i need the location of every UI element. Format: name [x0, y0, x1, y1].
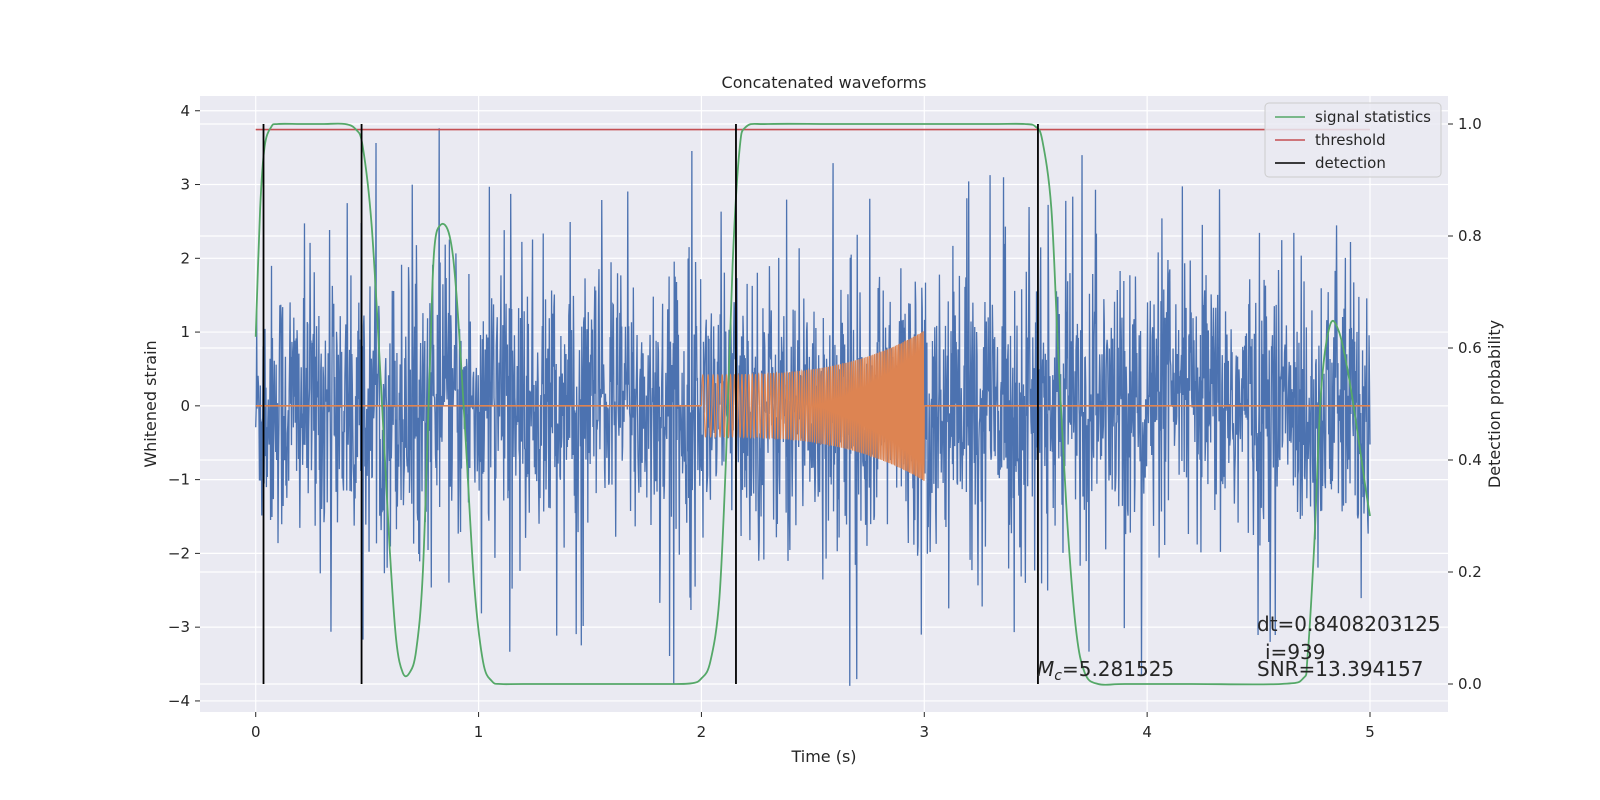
legend: signal statistics threshold detection — [1264, 102, 1442, 178]
series-chirp-signal — [700, 331, 925, 481]
y-tick-label: 4 — [180, 102, 190, 120]
y-tick-label: −4 — [168, 692, 190, 710]
y-tick-label: 0 — [180, 397, 190, 415]
legend-box — [1264, 102, 1442, 178]
x-tick-label: 2 — [697, 723, 707, 741]
y-axis-right: 0.0 0.2 0.4 0.6 0.8 1.0 — [1448, 115, 1482, 693]
annotation-snr: SNR=13.394157 — [1257, 657, 1423, 681]
y2-tick-label: 0.2 — [1458, 563, 1482, 581]
y-axis-label: Whitened strain — [141, 340, 160, 467]
y-axis-left: −4 −3 −2 −1 0 1 2 3 4 — [168, 102, 200, 710]
legend-label-detection: detection — [1315, 154, 1386, 172]
x-tick-label: 1 — [474, 723, 484, 741]
chart-title: Concatenated waveforms — [722, 73, 927, 92]
y-tick-label: −1 — [168, 471, 190, 489]
y-tick-label: 2 — [180, 249, 190, 267]
y-tick-label: 1 — [180, 323, 190, 341]
y2-axis-label: Detection probability — [1485, 320, 1504, 488]
x-tick-label: 3 — [920, 723, 930, 741]
legend-label-signal-statistics: signal statistics — [1315, 108, 1431, 126]
x-tick-label: 0 — [251, 723, 261, 741]
x-tick-label: 5 — [1365, 723, 1375, 741]
annotation-index: i=939 — [1265, 640, 1326, 664]
y2-tick-label: 0.0 — [1458, 675, 1482, 693]
annotation-dt: dt=0.8408203125 — [1257, 612, 1441, 636]
legend-label-threshold: threshold — [1315, 131, 1386, 149]
x-tick-label: 4 — [1142, 723, 1152, 741]
y2-tick-label: 0.6 — [1458, 339, 1482, 357]
series-layer — [254, 122, 1371, 686]
y2-tick-label: 1.0 — [1458, 115, 1482, 133]
x-axis: 0 1 2 3 4 5 — [251, 712, 1375, 741]
y-tick-label: −3 — [168, 618, 190, 636]
y2-tick-label: 0.4 — [1458, 451, 1482, 469]
y-tick-label: 3 — [180, 176, 190, 194]
x-axis-label: Time (s) — [790, 747, 856, 766]
y2-tick-label: 0.8 — [1458, 227, 1482, 245]
series-signal-statistics — [254, 122, 1371, 686]
annotation-chirp-mass: Mc=5.281525 — [1037, 657, 1174, 684]
y-tick-label: −2 — [168, 544, 190, 562]
